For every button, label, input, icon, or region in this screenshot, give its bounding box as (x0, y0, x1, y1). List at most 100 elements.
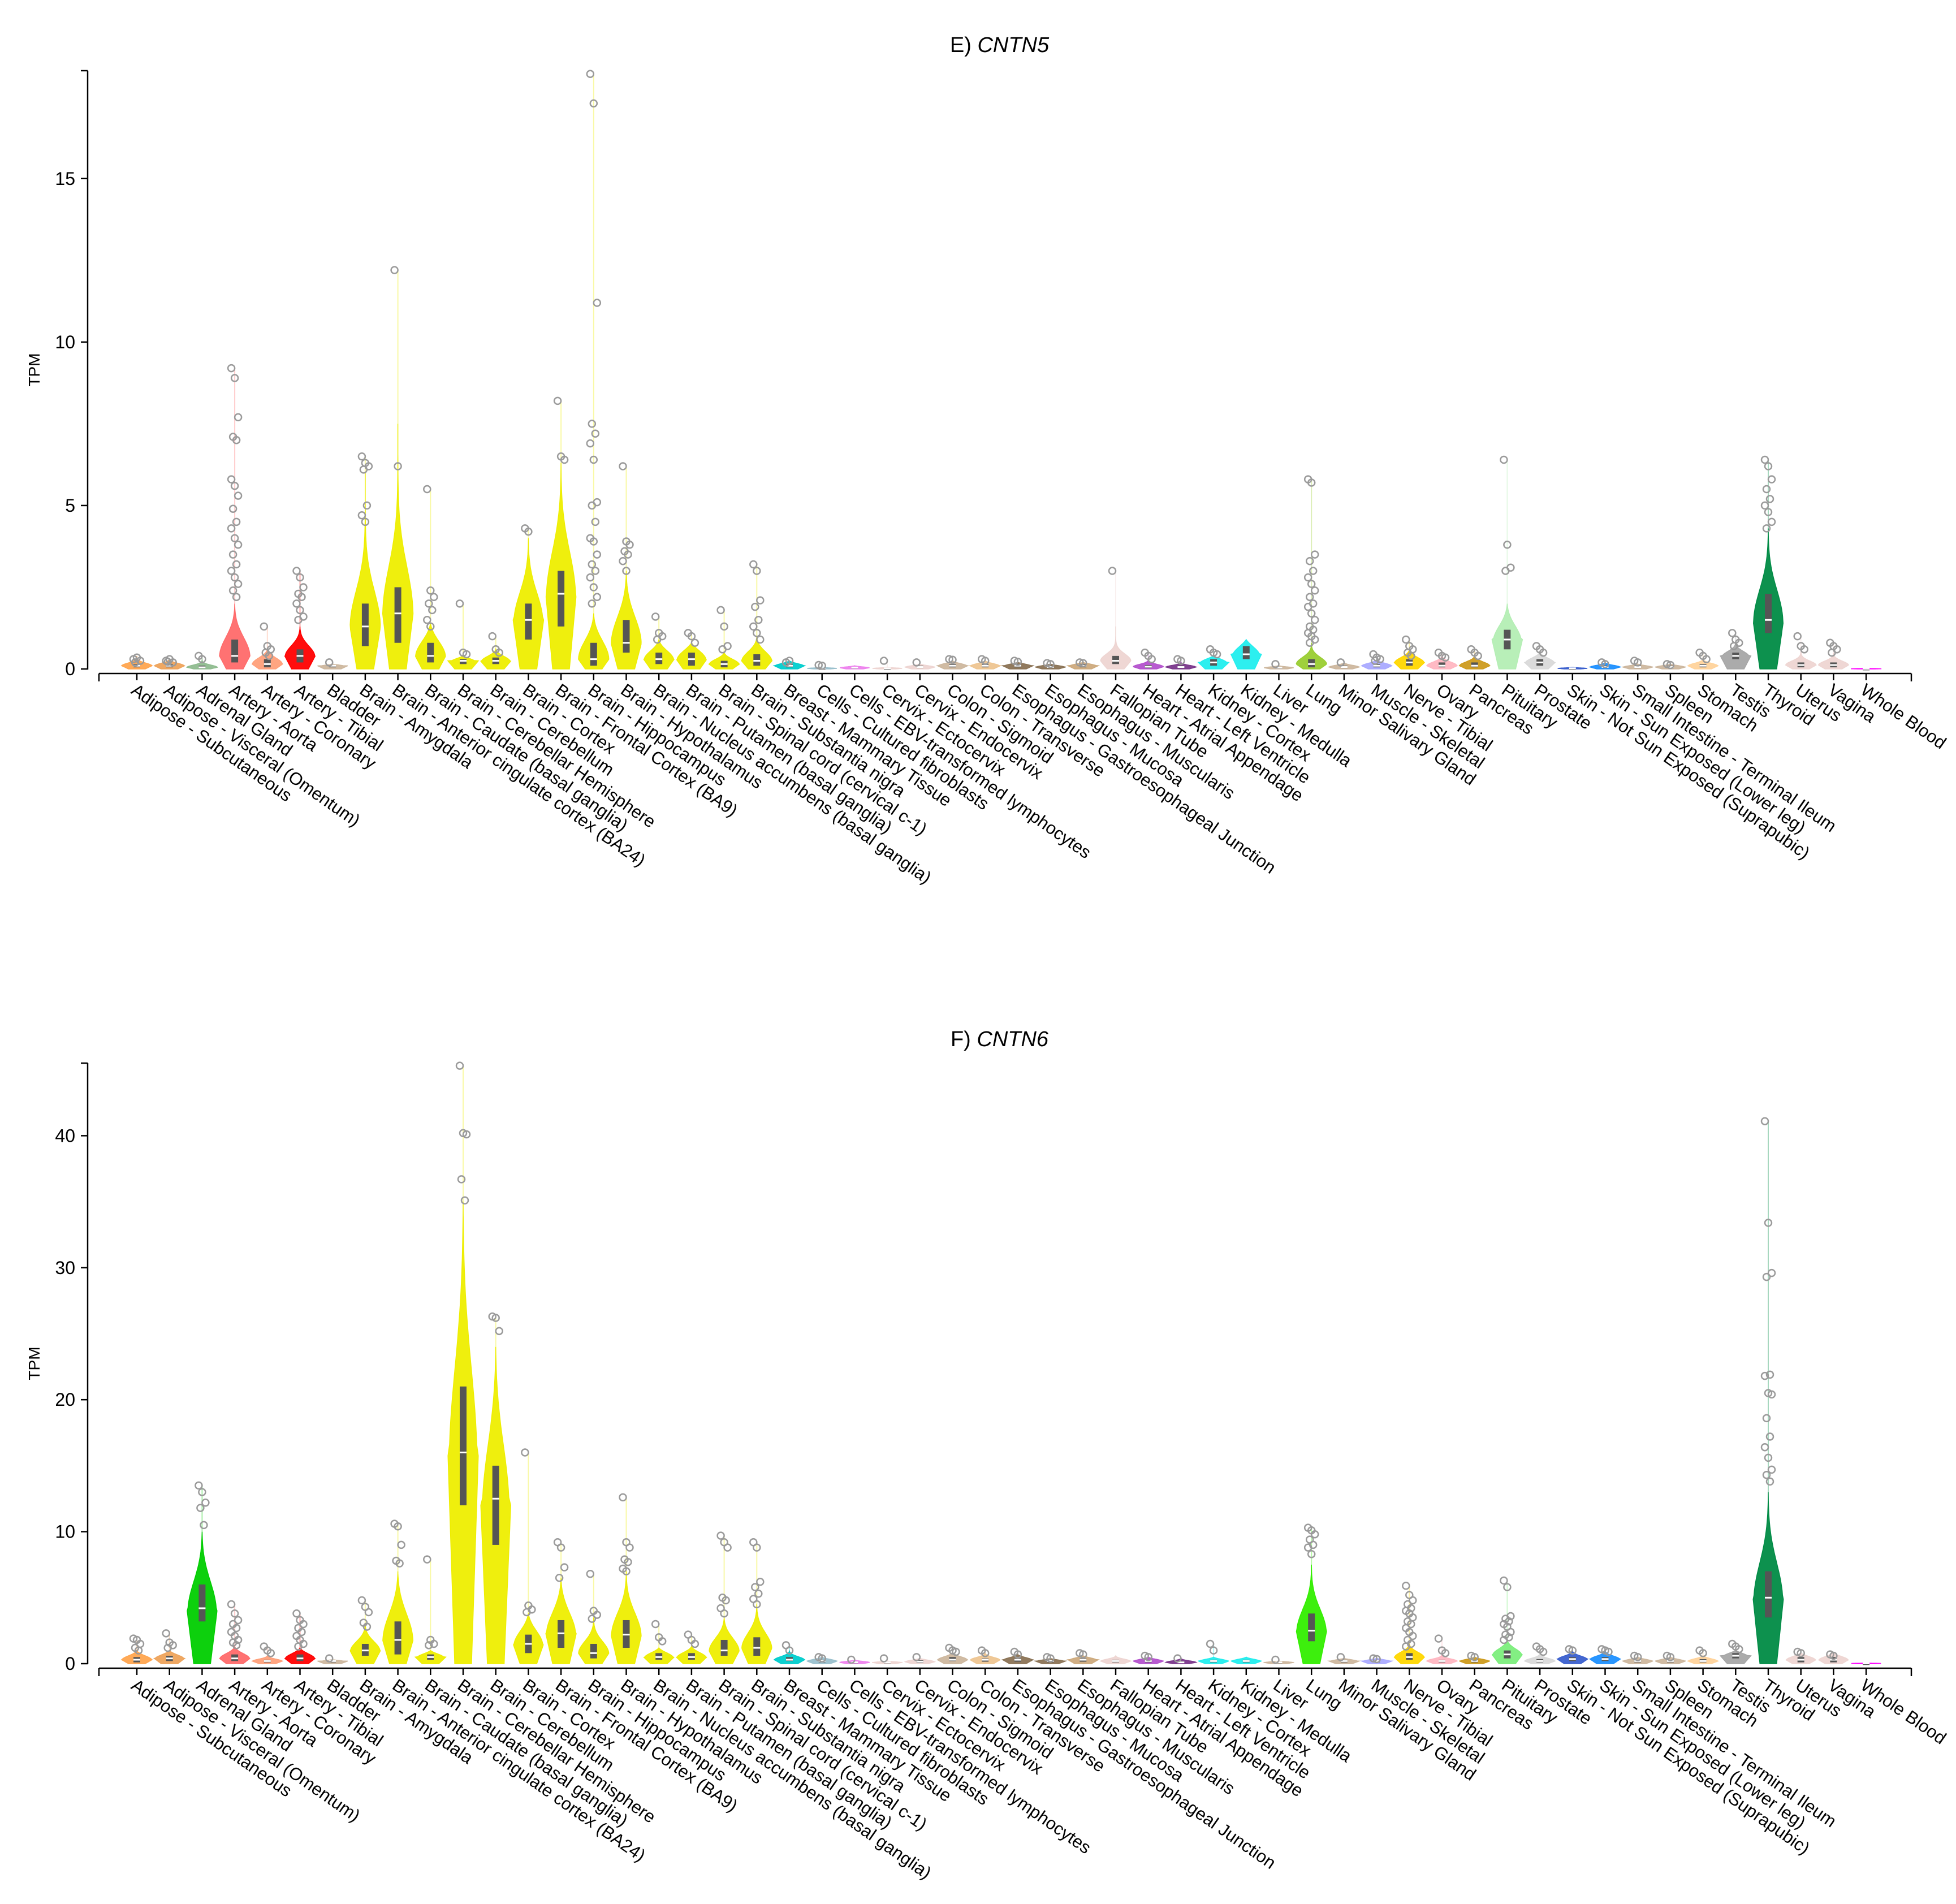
iqr-box-brain-anterior-cingulate-cortex-ba24 (394, 587, 401, 643)
outlier-point (227, 524, 236, 533)
outlier-point (395, 1559, 404, 1568)
outlier-point (266, 1649, 275, 1657)
outlier-point (1303, 602, 1312, 611)
iqr-box-brain-frontal-cortex-ba9 (558, 571, 565, 627)
outlier-point (292, 599, 301, 608)
outlier-point (296, 606, 304, 615)
outlier-point (1046, 660, 1055, 668)
outlier-point (232, 560, 241, 569)
outlier-point (227, 1600, 236, 1609)
outlier-point (1305, 638, 1314, 647)
outlier-point (1402, 1582, 1410, 1590)
outlier-point (131, 658, 140, 667)
outlier-point (1762, 524, 1771, 533)
outlier-point (1730, 642, 1738, 650)
outlier-point (1402, 1642, 1410, 1651)
chart-title-gene: CNTN6 (977, 1027, 1049, 1051)
chart-title: F) CNTN6 (951, 1027, 1049, 1051)
outlier-point (560, 1563, 569, 1571)
violin-brain-hypothalamus (611, 1571, 642, 1664)
outlier-point (524, 527, 533, 536)
outlier-point (690, 1639, 700, 1648)
violin-brain-hippocampus (578, 613, 610, 670)
outlier-point (591, 429, 600, 438)
outlier-point (912, 658, 921, 667)
outlier-point (455, 1061, 464, 1070)
outlier-point (948, 655, 957, 664)
outlier-point (1539, 648, 1548, 657)
iqr-box-artery-aorta (231, 639, 239, 663)
outlier-point (912, 1653, 921, 1661)
outlier-point (1013, 1650, 1022, 1659)
outlier-point (228, 504, 238, 513)
outlier-point (1500, 1576, 1508, 1585)
outlier-point (1800, 645, 1808, 654)
outlier-point (1407, 1620, 1415, 1629)
iqr-box-brain-amygdala (361, 603, 369, 646)
outlier-point (624, 1558, 632, 1566)
outlier-point (1500, 1635, 1508, 1644)
outlier-point (556, 1543, 565, 1552)
iqr-box-kidney-medulla (1242, 646, 1250, 659)
outlier-point (619, 556, 627, 565)
outlier-point (521, 1448, 529, 1457)
outlier-point (362, 1622, 372, 1631)
outlier-point (299, 1620, 308, 1629)
outlier-point (357, 452, 366, 461)
outlier-point (1372, 1655, 1381, 1664)
outlier-point (162, 1629, 170, 1638)
outlier-point (1010, 657, 1019, 665)
outlier-point (751, 602, 759, 611)
outlier-point (425, 599, 433, 608)
outlier-point (1307, 609, 1316, 618)
outlier-point (227, 364, 236, 373)
outlier-point (653, 635, 662, 644)
outlier-point (589, 99, 598, 108)
iqr-box-brain-spinal-cord-cervical-c-1 (720, 1639, 728, 1656)
outlier-point (1376, 655, 1384, 663)
outlier-point (814, 660, 823, 670)
outlier-point (1371, 657, 1379, 665)
outlier-point (523, 1608, 531, 1617)
outlier-point (1310, 616, 1319, 624)
outlier-point (299, 583, 308, 592)
outlier-point (1303, 1543, 1312, 1552)
outlier-point (651, 612, 660, 621)
outlier-point (200, 1521, 208, 1530)
outlier-point (430, 593, 438, 602)
outlier-point (234, 541, 243, 549)
outlier-point (1765, 1432, 1774, 1441)
outlier-point (428, 606, 437, 615)
outlier-point (227, 567, 236, 575)
outlier-point (1633, 658, 1642, 667)
outlier-point (1762, 485, 1771, 494)
violin-lung (1296, 642, 1327, 670)
outlier-point (394, 1522, 402, 1531)
outlier-point (1760, 1443, 1769, 1452)
outlier-point (1568, 1646, 1577, 1655)
outlier-point (1303, 573, 1312, 582)
outlier-point (1441, 653, 1450, 662)
iqr-box-brain-cerebellum (492, 1465, 499, 1545)
violin-colon-transverse (969, 1652, 1001, 1664)
outlier-point (1470, 1653, 1479, 1661)
outlier-point (687, 632, 696, 641)
outlier-point (945, 655, 953, 663)
y-axis-title: TPM (25, 353, 43, 386)
violin-artery-tibial (284, 626, 316, 670)
outlier-point (1760, 1117, 1769, 1125)
violin-brain-cortex (512, 538, 545, 670)
y-tick-label: 15 (55, 169, 75, 189)
outlier-point (1079, 1650, 1087, 1659)
outlier-point (230, 481, 239, 490)
outlier-point (361, 517, 370, 526)
outlier-point (593, 550, 602, 559)
iqr-box-brain-hippocampus (590, 1643, 597, 1659)
outlier-point (749, 622, 758, 631)
outlier-point (588, 420, 597, 428)
outlier-point (1474, 651, 1482, 660)
outlier-point (1336, 658, 1345, 667)
outlier-point (754, 1590, 763, 1598)
y-tick-label: 20 (55, 1389, 75, 1410)
violin-heart-left-ventricle (1164, 662, 1198, 670)
